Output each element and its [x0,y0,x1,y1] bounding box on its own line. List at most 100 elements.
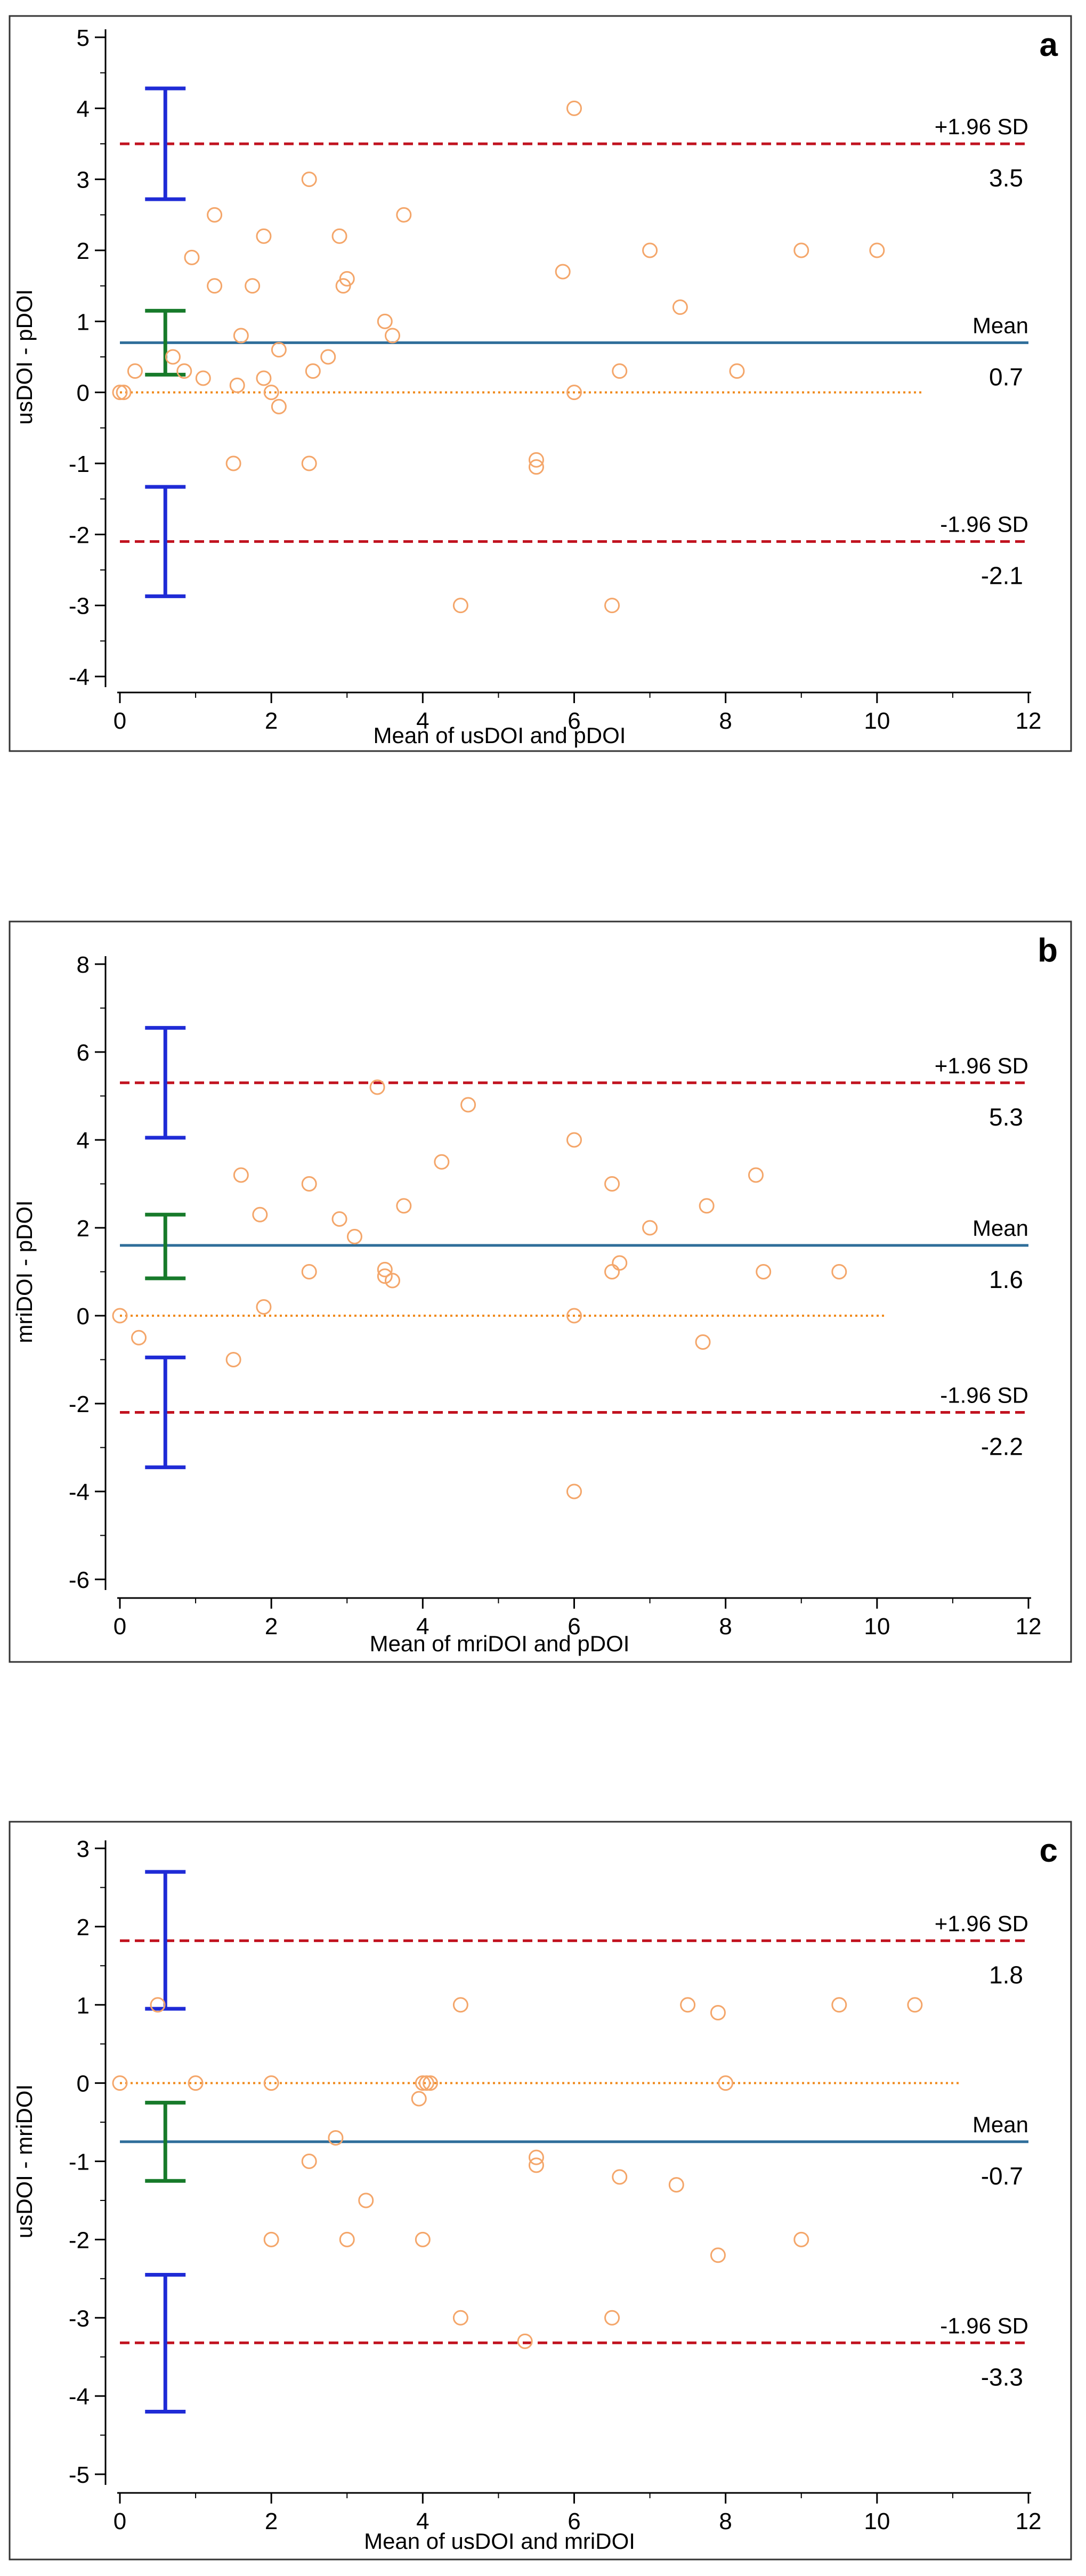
data-point [396,1198,412,1214]
lower-loa-value: -2.1 [981,562,1023,590]
y-tick-label: -2 [69,522,90,548]
chart-frame [9,920,1072,1663]
data-point [604,1264,620,1279]
y-tick-label: -4 [69,664,90,690]
y-axis-title: mriDOI - pDOI [12,1200,37,1343]
data-point [116,385,132,401]
data-point [385,328,400,344]
y-tick-label: 5 [77,25,90,51]
data-point [411,2091,427,2107]
data-point [305,363,321,379]
x-tick-label: 2 [265,2508,278,2534]
data-point [555,264,571,280]
data-point [612,2169,628,2185]
data-point [339,271,355,287]
data-point [907,1997,923,2013]
data-point [195,370,211,386]
y-tick-label: -3 [69,2305,90,2332]
data-point [566,1132,582,1148]
panel-label: c [1040,1832,1058,1869]
data-point [566,1308,582,1324]
data-point [604,598,620,614]
data-point [604,2310,620,2326]
data-point [566,1483,582,1499]
data-point [369,1079,385,1095]
y-tick-label: 3 [77,1836,90,1862]
data-point [233,1167,249,1183]
data-point [328,2130,344,2146]
y-tick-label: 4 [77,96,90,122]
data-point [377,313,393,329]
upper-loa-value: 1.8 [989,1961,1023,1988]
data-point [112,2075,128,2091]
data-point [256,370,272,386]
data-point [517,2333,533,2349]
data-point [256,228,272,244]
data-point [396,207,412,223]
ci-lower-loa-bar [145,485,186,598]
panel-label: b [1038,932,1058,969]
y-tick-label: -1 [69,451,90,477]
data-point [263,2231,279,2247]
data-point [642,1220,658,1236]
data-point [452,1997,468,2013]
upper-loa-value: 5.3 [989,1103,1023,1131]
data-point [418,2075,434,2091]
data-point [528,452,544,468]
y-tick-label: -3 [69,593,90,619]
data-point [377,1268,393,1284]
chart-frame [9,15,1072,752]
y-tick-label: -2 [69,2227,90,2253]
ci-lower-loa-bar [145,1355,186,1470]
x-tick-label: 12 [1016,708,1042,734]
x-tick-label: 12 [1016,2508,1042,2534]
data-point [207,278,223,294]
data-point [150,1997,166,2013]
data-point [188,2075,204,2091]
y-tick-label: 1 [77,1993,90,2019]
x-tick-label: 10 [864,2508,890,2534]
bland-altman-chart-b: b -6 -4 -2 0 2 4 6 8 0 2 4 6 8 10 12 Mean of mriDOI and … [9,920,1072,1663]
panel-c: c -5 -4 -3 -2 -1 0 1 2 3 0 2 4 6 8 10 12 Mean of usDOI an… [0,1806,1086,2576]
y-tick-label: 6 [77,1040,90,1066]
data-point [528,2149,544,2165]
data-point [233,328,249,344]
x-axis-title: Mean of mriDOI and pDOI [370,1631,630,1656]
y-tick-label: -4 [69,1479,90,1505]
data-point [301,2154,317,2169]
y-axis-title: usDOI - pDOI [12,289,37,425]
x-axis-title: Mean of usDOI and pDOI [374,723,626,748]
data-point [528,2157,544,2173]
y-tick-label: -4 [69,2384,90,2410]
mean-label: Mean [972,313,1028,338]
data-point [718,2075,734,2091]
upper-loa-value: 3.5 [989,164,1023,192]
data-point [320,349,336,365]
panel-b: b -6 -4 -2 0 2 4 6 8 0 2 4 6 8 10 12 Mean of mriDOI and … [0,906,1086,1673]
y-tick-label: 1 [77,309,90,335]
lower-loa-label: -1.96 SD [940,2313,1028,2338]
y-tick-label: -5 [69,2462,90,2488]
data-point [225,1352,241,1367]
mean-value: 1.6 [989,1266,1023,1293]
data-point [604,1176,620,1192]
y-tick-label: 4 [77,1128,90,1154]
data-point [346,1229,362,1244]
mean-value: -0.7 [981,2162,1023,2190]
ci-upper-loa-bar [145,86,186,201]
data-point [672,299,688,315]
data-point [612,1255,628,1271]
data-point [301,172,317,188]
data-point [331,1211,347,1227]
data-point [452,598,468,614]
data-point [680,1997,696,2013]
data-point [225,455,241,471]
data-point [331,228,347,244]
y-tick-label: 0 [77,2071,90,2097]
ci-lower-loa-bar [145,2272,186,2414]
upper-loa-label: +1.96 SD [935,1053,1028,1078]
x-axis-title: Mean of usDOI and mriDOI [364,2529,635,2554]
y-tick-label: 8 [77,952,90,978]
mean-label: Mean [972,2112,1028,2137]
data-point [127,363,143,379]
